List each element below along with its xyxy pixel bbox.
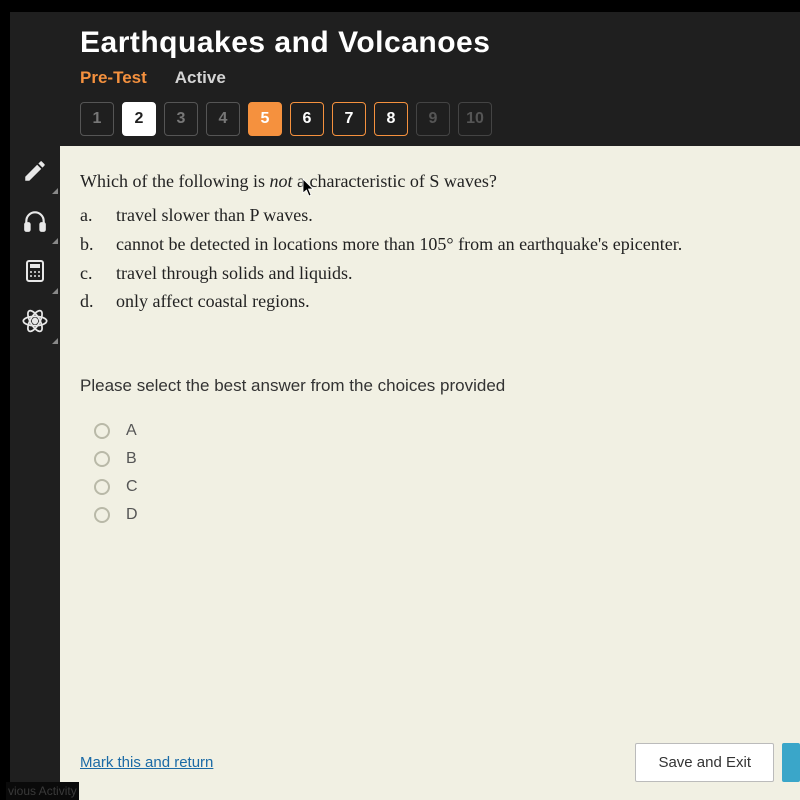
header: Earthquakes and Volcanoes Pre-Test Activ…	[10, 12, 800, 88]
choice-letter: d.	[80, 287, 98, 316]
choice-c: c. travel through solids and liquids.	[80, 259, 780, 288]
choice-a: a. travel slower than P waves.	[80, 201, 780, 230]
next-button[interactable]	[782, 743, 800, 782]
qnav-6[interactable]: 6	[290, 102, 324, 136]
qnav-10[interactable]: 10	[458, 102, 492, 136]
subheader-tabs: Pre-Test Active	[80, 68, 800, 88]
qnav-1[interactable]: 1	[80, 102, 114, 136]
qnav-8[interactable]: 8	[374, 102, 408, 136]
choice-letter: b.	[80, 230, 98, 259]
body-row: Which of the following is not a characte…	[10, 146, 800, 800]
choice-text: travel through solids and liquids.	[116, 259, 352, 288]
qnav-7[interactable]: 7	[332, 102, 366, 136]
mark-return-link[interactable]: Mark this and return	[80, 754, 213, 771]
stem-pre: Which of the following is	[80, 171, 269, 191]
page-title: Earthquakes and Volcanoes	[80, 26, 800, 60]
instruction-text: Please select the best answer from the c…	[80, 376, 780, 396]
choice-list: a. travel slower than P waves. b. cannot…	[80, 201, 780, 316]
footer: Mark this and return Save and Exit	[80, 743, 800, 782]
app-screen: Earthquakes and Volcanoes Pre-Test Activ…	[10, 12, 800, 800]
answer-c[interactable]: C	[94, 478, 780, 496]
choice-d: d. only affect coastal regions.	[80, 287, 780, 316]
answer-d[interactable]: D	[94, 506, 780, 524]
stem-em: not	[269, 171, 292, 191]
answer-b[interactable]: B	[94, 450, 780, 468]
question-panel: Which of the following is not a characte…	[60, 146, 800, 800]
radio-icon	[94, 507, 110, 523]
answer-label: B	[126, 450, 137, 468]
radio-icon	[94, 479, 110, 495]
footer-buttons: Save and Exit	[635, 743, 800, 782]
tab-active[interactable]: Active	[175, 68, 226, 88]
save-exit-button[interactable]: Save and Exit	[635, 743, 774, 782]
pencil-icon[interactable]	[10, 146, 60, 196]
tool-sidebar	[10, 146, 60, 800]
qnav-5[interactable]: 5	[248, 102, 282, 136]
answer-label: A	[126, 422, 137, 440]
question-nav: 1 2 3 4 5 6 7 8 9 10	[80, 102, 800, 136]
choice-text: only affect coastal regions.	[116, 287, 310, 316]
qnav-3[interactable]: 3	[164, 102, 198, 136]
answer-a[interactable]: A	[94, 422, 780, 440]
atom-icon[interactable]	[10, 296, 60, 346]
qnav-4[interactable]: 4	[206, 102, 240, 136]
choice-text: cannot be detected in locations more tha…	[116, 230, 682, 259]
qnav-2[interactable]: 2	[122, 102, 156, 136]
answer-label: D	[126, 506, 138, 524]
radio-icon	[94, 423, 110, 439]
tab-pretest[interactable]: Pre-Test	[80, 68, 147, 88]
answer-radios: A B C D	[94, 422, 780, 534]
stem-post: a characteristic of S waves?	[292, 171, 496, 191]
bottom-tag: vious Activity	[6, 782, 79, 800]
question-stem: Which of the following is not a characte…	[80, 168, 780, 195]
choice-letter: a.	[80, 201, 98, 230]
calculator-icon[interactable]	[10, 246, 60, 296]
qnav-9[interactable]: 9	[416, 102, 450, 136]
choice-b: b. cannot be detected in locations more …	[80, 230, 780, 259]
radio-icon	[94, 451, 110, 467]
choice-letter: c.	[80, 259, 98, 288]
answer-label: C	[126, 478, 138, 496]
choice-text: travel slower than P waves.	[116, 201, 313, 230]
headphones-icon[interactable]	[10, 196, 60, 246]
